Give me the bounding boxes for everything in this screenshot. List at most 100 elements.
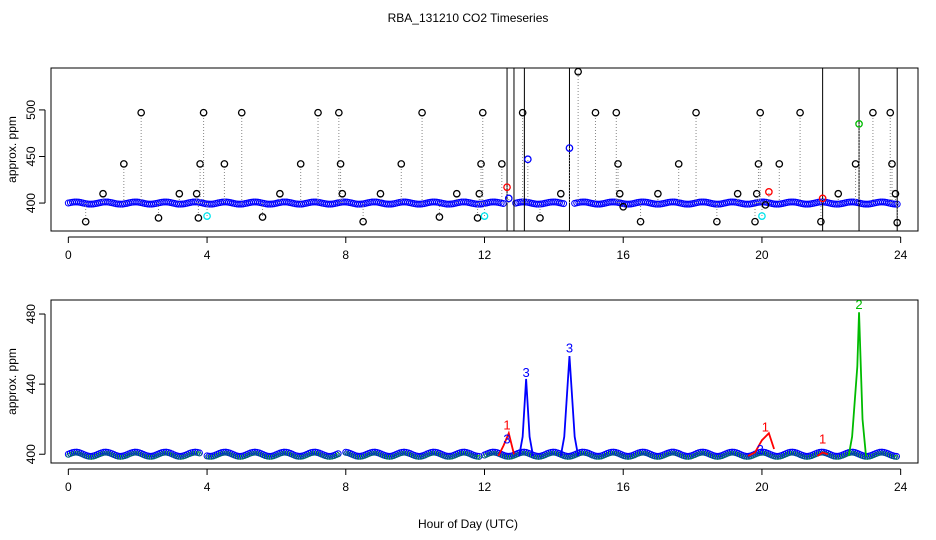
spike-point — [818, 194, 827, 203]
spike-point — [834, 189, 843, 198]
spike-point — [654, 189, 662, 198]
baseline-point-secondary — [153, 453, 159, 459]
spike-point — [869, 108, 877, 117]
x-tick-label: 20 — [755, 480, 769, 494]
spike-point — [504, 194, 513, 203]
spike-point — [203, 212, 211, 220]
spike-point — [175, 189, 184, 198]
baseline-point-secondary — [93, 454, 98, 459]
spike-point — [619, 202, 628, 211]
spike-point — [276, 189, 284, 198]
baseline-point-secondary — [690, 454, 695, 459]
spike-point — [612, 108, 621, 117]
spike-point — [574, 67, 582, 76]
baseline-point-secondary — [571, 453, 577, 459]
spike-point — [220, 160, 229, 168]
spike-point — [758, 212, 766, 220]
spike-point — [336, 160, 345, 168]
spike-point — [119, 160, 128, 168]
baseline-point-secondary — [476, 455, 482, 460]
spike-point — [565, 144, 574, 152]
baseline-point-secondary — [362, 453, 367, 459]
peak-label: 3 — [757, 442, 764, 457]
y-tick-label: 400 — [24, 444, 38, 464]
spike-point — [754, 160, 763, 168]
spike-point — [775, 160, 784, 168]
spike-point — [478, 108, 487, 117]
spike-series — [559, 356, 580, 457]
x-tick-label: 24 — [894, 480, 908, 494]
y-axis-label: approx. ppm — [5, 116, 19, 183]
x-tick-label: 12 — [478, 480, 492, 494]
spike-point — [199, 108, 208, 117]
spike-point — [523, 155, 532, 164]
peak-label: 1 — [503, 418, 510, 433]
spike-point — [591, 108, 600, 117]
spike-point — [518, 108, 527, 117]
baseline-point-secondary — [333, 453, 339, 458]
spike-point — [615, 189, 624, 198]
spike-series — [747, 431, 775, 457]
baseline-point-secondary — [600, 454, 606, 459]
baseline-point — [891, 200, 899, 208]
spike-point — [497, 160, 506, 168]
spike-point — [556, 189, 565, 198]
spike-point — [796, 108, 804, 117]
x-tick-label: 4 — [204, 248, 211, 262]
spike-point — [477, 160, 485, 168]
spike-point — [314, 108, 322, 117]
y-tick-label: 480 — [24, 304, 38, 324]
peak-label: 2 — [855, 297, 862, 312]
spike-point — [756, 108, 765, 117]
baseline-point-secondary — [124, 453, 129, 459]
spike-point — [154, 214, 163, 222]
spike-point — [888, 160, 896, 168]
spike-point — [237, 108, 246, 117]
spike-point — [397, 160, 406, 168]
spike-point — [376, 189, 385, 198]
spike-point — [893, 218, 902, 227]
baseline-point-secondary — [474, 454, 480, 460]
x-tick-label: 4 — [204, 480, 211, 494]
spike-series — [518, 378, 534, 457]
spike-point — [692, 108, 700, 117]
spike-point — [886, 108, 895, 117]
baseline-point-secondary — [451, 453, 457, 459]
spike-point — [855, 120, 863, 128]
spike-point — [480, 212, 489, 220]
y-tick-label: 440 — [24, 374, 38, 394]
baseline-point-secondary — [182, 454, 188, 459]
x-tick-label: 20 — [755, 248, 769, 262]
spike-point — [733, 189, 742, 198]
y-tick-label: 500 — [24, 100, 38, 120]
spike-point — [359, 217, 367, 226]
spike-series — [497, 430, 515, 457]
baseline-point-secondary — [482, 453, 487, 459]
spike-point — [817, 217, 825, 226]
spike-point — [891, 189, 900, 198]
spike-point — [194, 214, 203, 222]
x-tick-label: 12 — [478, 248, 492, 262]
x-tick-label: 16 — [617, 248, 631, 262]
baseline-point — [560, 200, 568, 208]
y-tick-label: 450 — [24, 146, 38, 166]
plot-frame — [50, 299, 919, 464]
spike-point — [137, 108, 146, 117]
spike-point — [761, 201, 770, 209]
x-tick-label: 0 — [65, 248, 72, 262]
baseline-point — [499, 200, 507, 208]
baseline-point-secondary — [422, 453, 428, 459]
baseline-point-secondary — [721, 453, 727, 459]
peak-label: 3 — [503, 432, 510, 447]
baseline-point-secondary — [335, 452, 341, 458]
spike-point — [536, 214, 544, 222]
spike-point — [614, 160, 622, 168]
spike-series — [847, 312, 867, 457]
plot-frame — [50, 67, 919, 232]
baseline-point-secondary — [810, 453, 816, 459]
peak-label: 1 — [819, 432, 826, 447]
baseline-point-secondary — [213, 453, 218, 459]
baseline-point-secondary — [302, 453, 308, 459]
y-axis-label: approx. ppm — [5, 348, 19, 415]
x-tick-label: 24 — [894, 248, 908, 262]
